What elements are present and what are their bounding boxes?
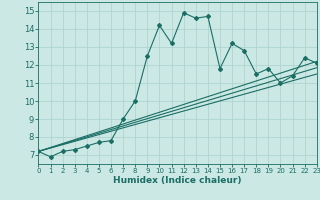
X-axis label: Humidex (Indice chaleur): Humidex (Indice chaleur)	[113, 176, 242, 185]
